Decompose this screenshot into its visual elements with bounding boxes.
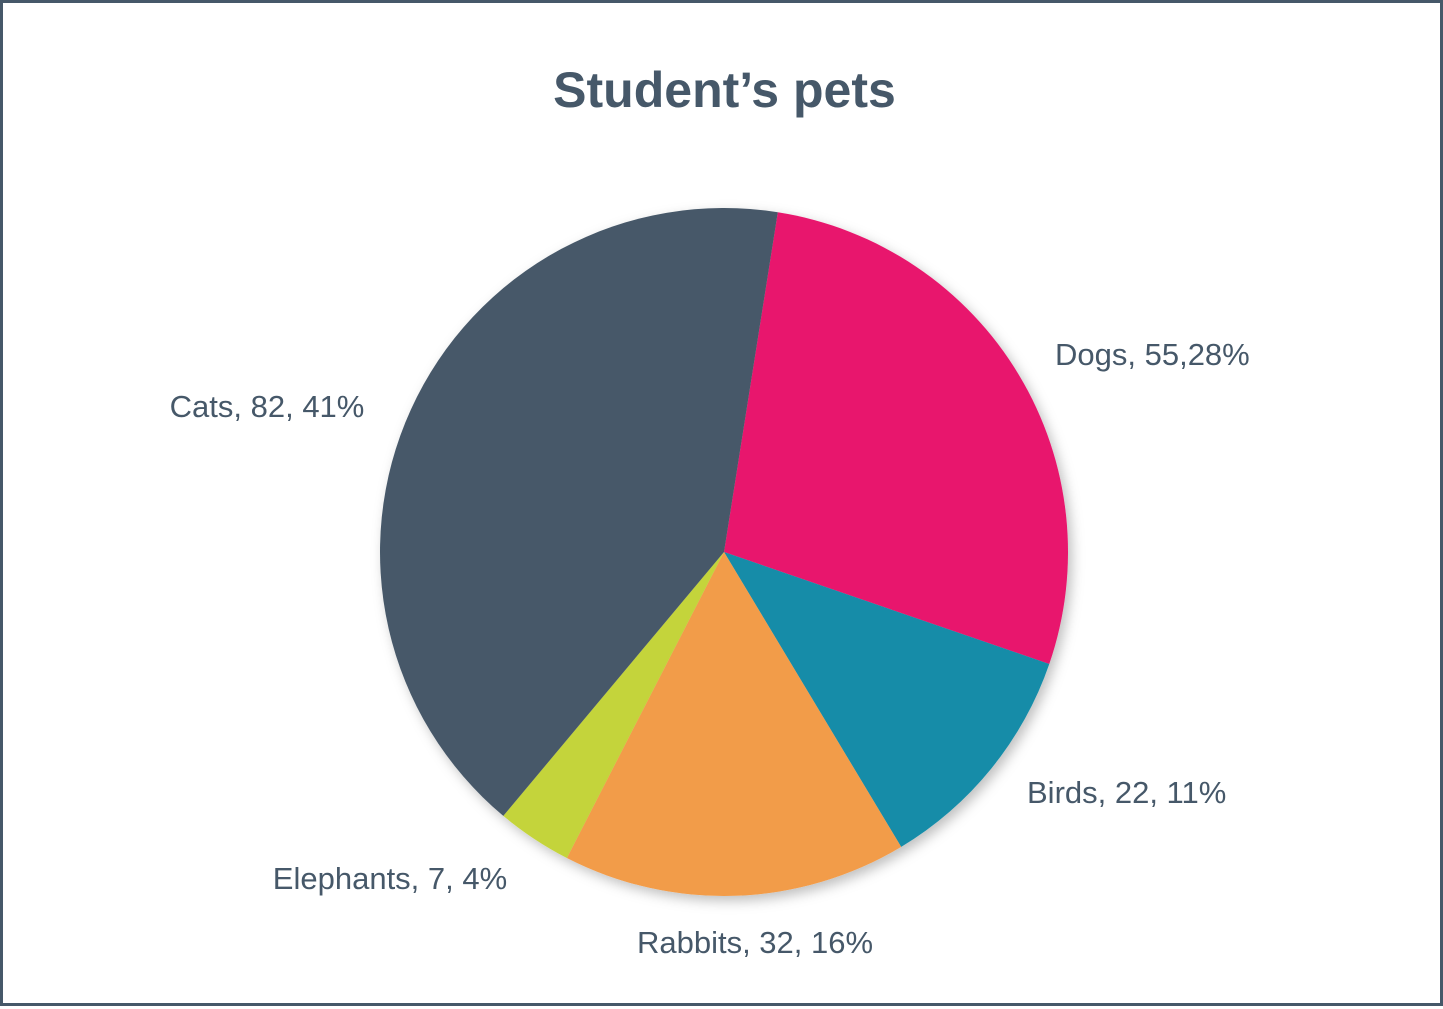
pie-slice-cats <box>380 208 778 816</box>
pie-slice-rabbits <box>566 552 902 897</box>
chart-title: Student’s pets <box>553 62 896 118</box>
slice-label-birds: Birds, 22, 11% <box>1027 775 1226 810</box>
slice-label-dogs: Dogs, 55,28% <box>1055 337 1250 372</box>
slice-label-rabbits: Rabbits, 32, 16% <box>637 925 873 960</box>
pie-labels: Dogs, 55,28% Birds, 22, 11% Rabbits, 32, 1… <box>170 337 1250 960</box>
pie-slices <box>380 208 1069 897</box>
pie-slice-dogs <box>724 212 1069 665</box>
pie-slice-elephants <box>503 552 724 859</box>
slice-label-cats: Cats, 82, 41% <box>170 389 365 424</box>
pie-slice-birds <box>724 552 1050 847</box>
pie-chart: Dogs, 55,28% Birds, 22, 11% Rabbits, 32, 1… <box>170 208 1250 960</box>
slice-label-elephants: Elephants, 7, 4% <box>273 861 507 896</box>
